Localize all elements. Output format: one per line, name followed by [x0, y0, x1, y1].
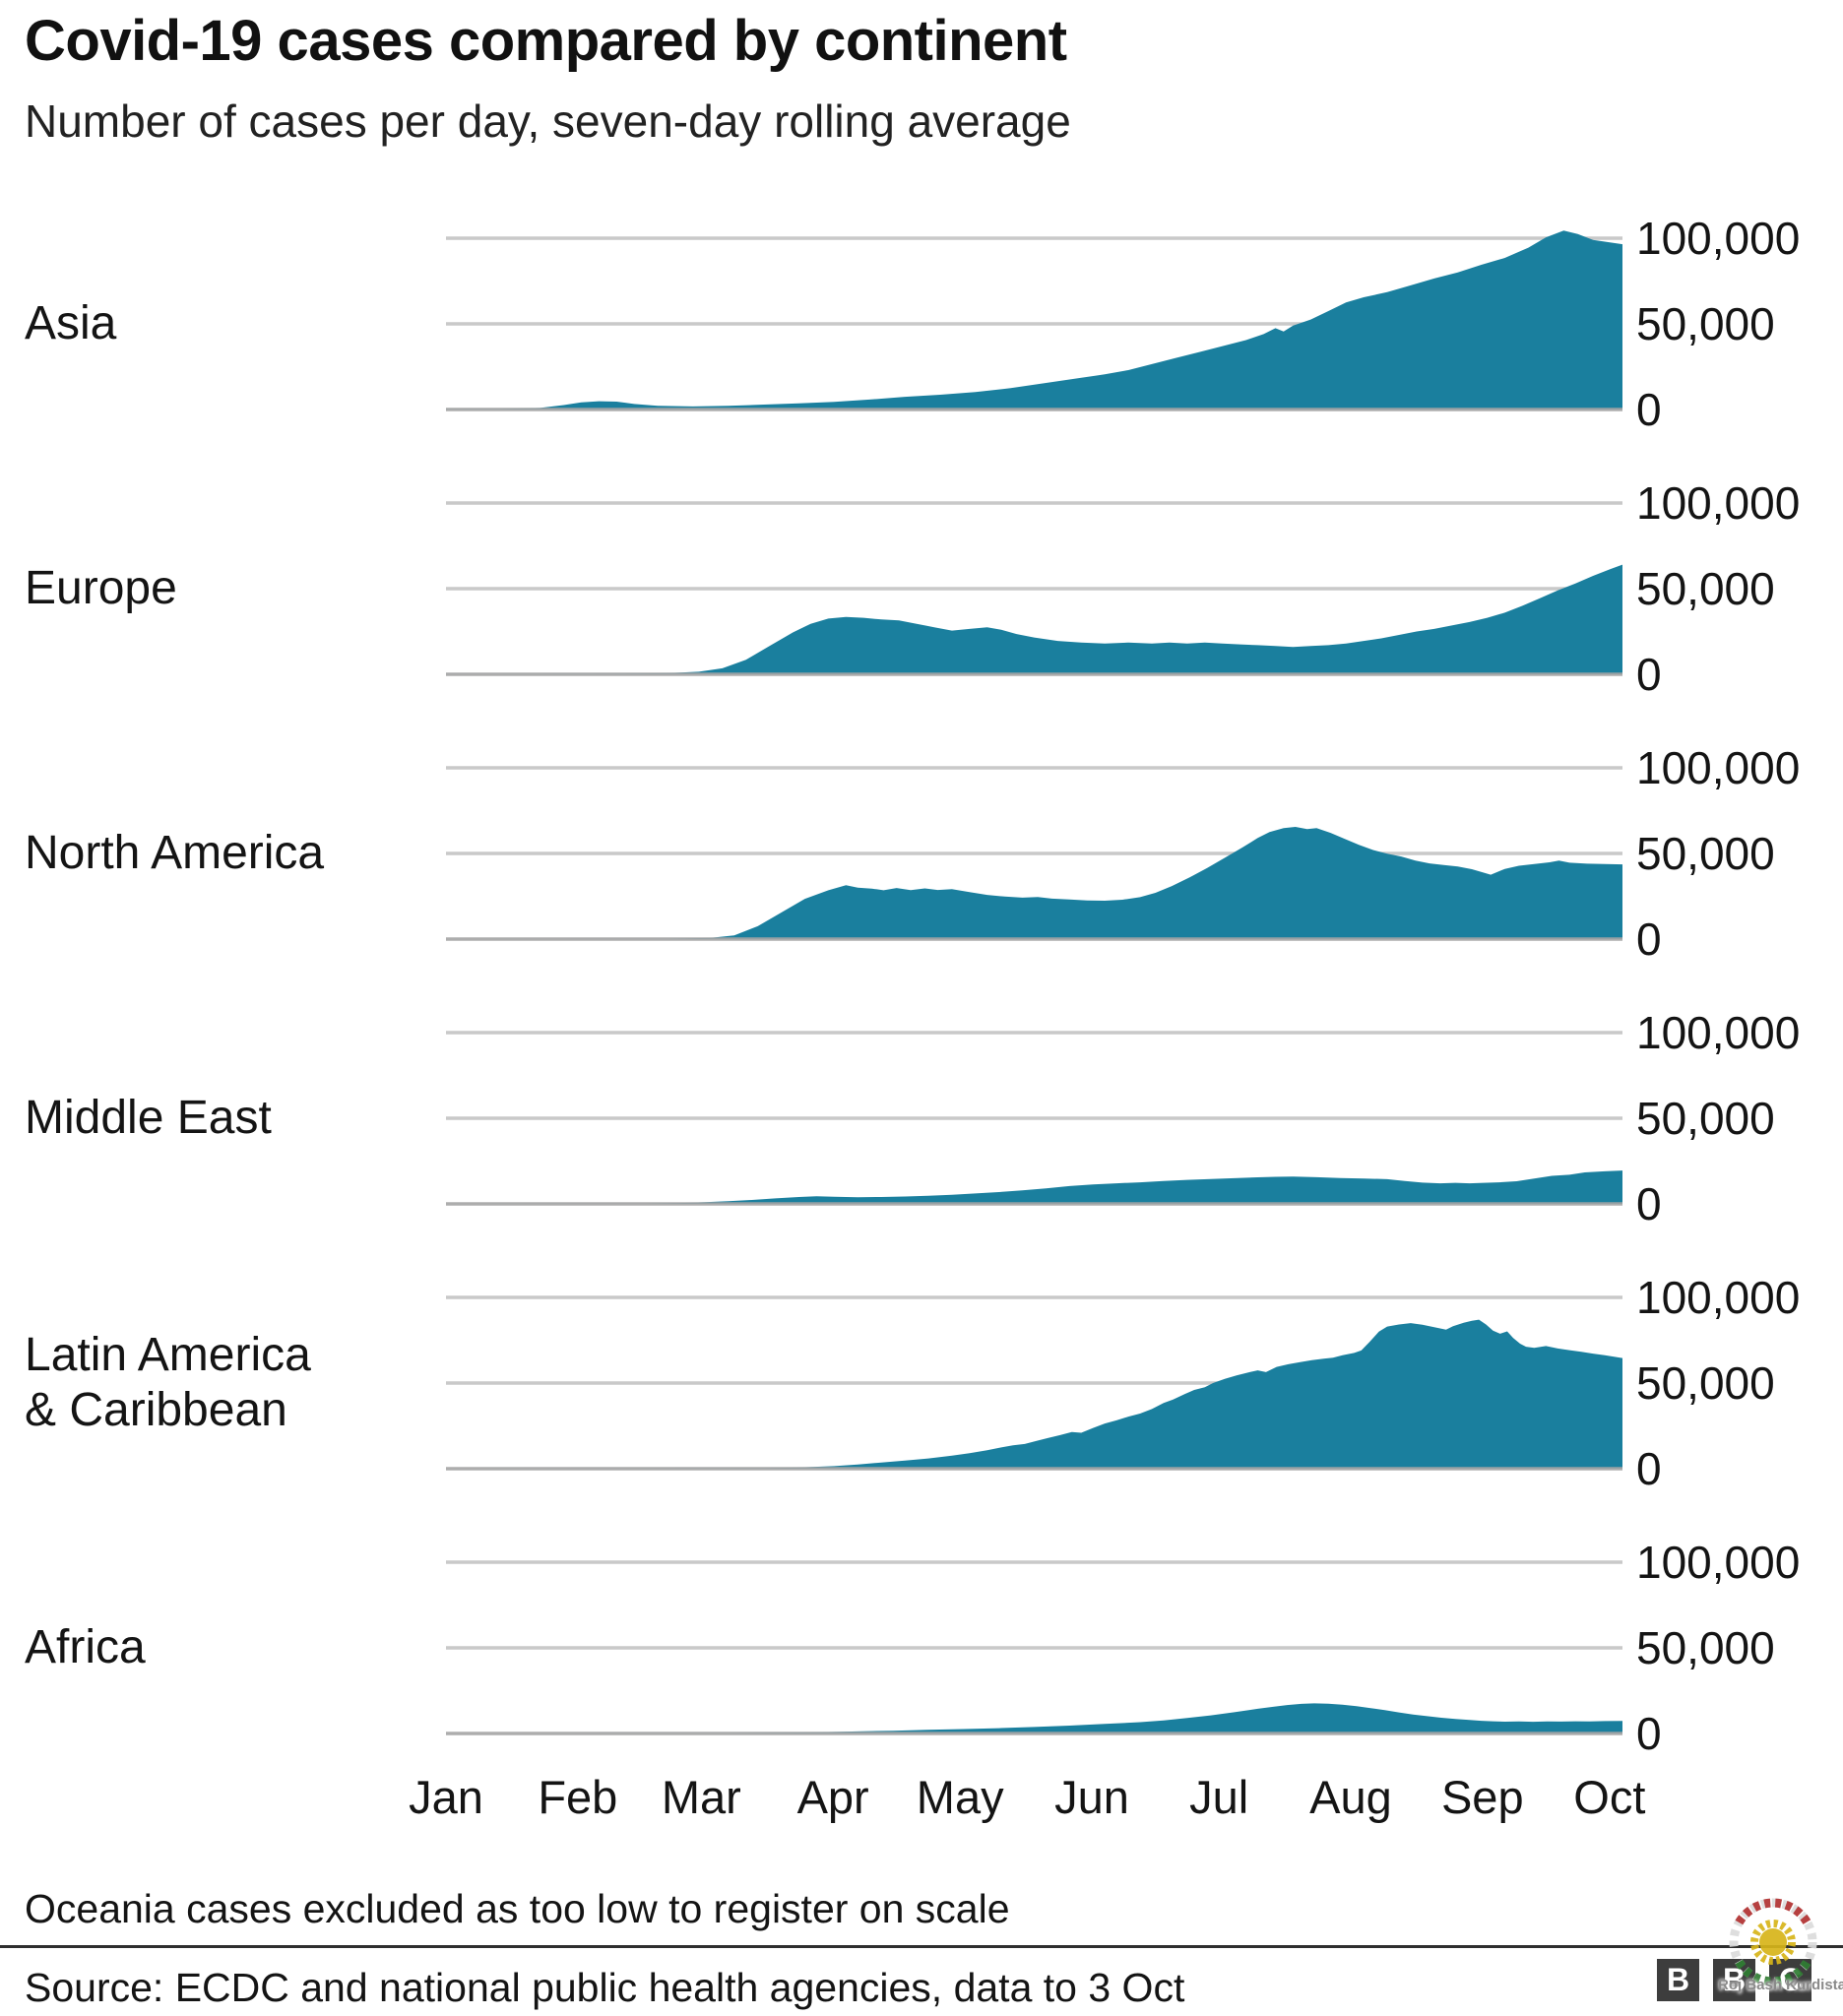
y-tick-label: 0 — [1636, 384, 1662, 435]
y-tick-label: 100,000 — [1636, 1272, 1801, 1323]
y-tick-label: 100,000 — [1636, 1537, 1801, 1588]
y-tick-label: 100,000 — [1636, 477, 1801, 529]
continent-label-line: Middle East — [25, 1092, 272, 1144]
y-tick-label: 50,000 — [1636, 1357, 1775, 1409]
area-chart-3 — [446, 766, 1622, 941]
area-series-north-america — [446, 827, 1622, 939]
watermark-text: Roj Bash Kurdistan — [1718, 1977, 1843, 1993]
continent-label-latin-america-caribbean: Latin America & Caribbean — [25, 1297, 428, 1469]
continent-label-line: North America — [25, 827, 325, 879]
y-tick-label: 0 — [1636, 649, 1662, 700]
continent-label-line: Asia — [25, 297, 117, 349]
area-series-middle-east — [446, 1170, 1622, 1204]
continent-label-europe: Europe — [25, 503, 428, 674]
y-tick-label: 50,000 — [1636, 1093, 1775, 1144]
x-tick-label-oct: Oct — [1573, 1771, 1646, 1823]
continent-label-middle-east: Middle East — [25, 1033, 428, 1204]
continent-label-line: Europe — [25, 562, 177, 614]
source-label: Source: ECDC and national public health … — [25, 1965, 1185, 2010]
continent-label-africa: Africa — [25, 1562, 428, 1733]
x-tick-label-apr: Apr — [796, 1771, 869, 1823]
continent-label-line: & Caribbean — [25, 1384, 287, 1436]
area-chart-4 — [446, 1031, 1622, 1206]
area-chart-6 — [446, 1560, 1622, 1735]
area-chart-5 — [446, 1295, 1622, 1471]
footer-divider — [0, 1945, 1843, 1948]
continent-label-asia: Asia — [25, 238, 428, 410]
continent-label-north-america: North America — [25, 768, 428, 939]
x-tick-label-mar: Mar — [661, 1771, 741, 1823]
bbc-logo-block-2: B — [1713, 1959, 1755, 2001]
y-tick-label: 0 — [1636, 914, 1662, 965]
page-title: Covid-19 cases compared by continent — [25, 9, 1067, 73]
footnote: Oceania cases excluded as too low to reg… — [25, 1886, 1010, 1931]
y-tick-label: 0 — [1636, 1708, 1662, 1759]
area-series-asia — [446, 230, 1622, 410]
x-tick-label-jul: Jul — [1189, 1771, 1249, 1823]
x-tick-label-sep: Sep — [1440, 1771, 1524, 1823]
y-tick-label: 100,000 — [1636, 1007, 1801, 1058]
x-tick-label-jun: Jun — [1054, 1771, 1129, 1823]
y-tick-label: 0 — [1636, 1443, 1662, 1494]
continent-label-line: Latin America — [25, 1329, 311, 1381]
continent-label-line: Africa — [25, 1621, 146, 1673]
y-tick-label: 100,000 — [1636, 213, 1801, 264]
area-series-africa — [446, 1703, 1622, 1733]
y-tick-label: 50,000 — [1636, 563, 1775, 614]
x-tick-label-feb: Feb — [538, 1771, 618, 1823]
area-chart-1 — [446, 230, 1622, 411]
watermark-emblem-icon — [1729, 1898, 1817, 1986]
y-tick-label: 100,000 — [1636, 742, 1801, 793]
area-chart-2 — [446, 501, 1622, 676]
y-tick-label: 50,000 — [1636, 298, 1775, 349]
y-tick-label: 50,000 — [1636, 828, 1775, 879]
x-tick-label-aug: Aug — [1309, 1771, 1392, 1823]
area-series-latin-america-caribbean — [446, 1319, 1622, 1469]
y-tick-label: 50,000 — [1636, 1622, 1775, 1673]
y-tick-label: 0 — [1636, 1178, 1662, 1229]
bbc-logo-block-1: B — [1657, 1959, 1699, 2001]
x-tick-label-jan: Jan — [409, 1771, 483, 1823]
x-tick-label-may: May — [916, 1771, 1004, 1823]
chart-subtitle: Number of cases per day, seven-day rolli… — [25, 95, 1071, 147]
area-series-europe — [446, 564, 1622, 674]
